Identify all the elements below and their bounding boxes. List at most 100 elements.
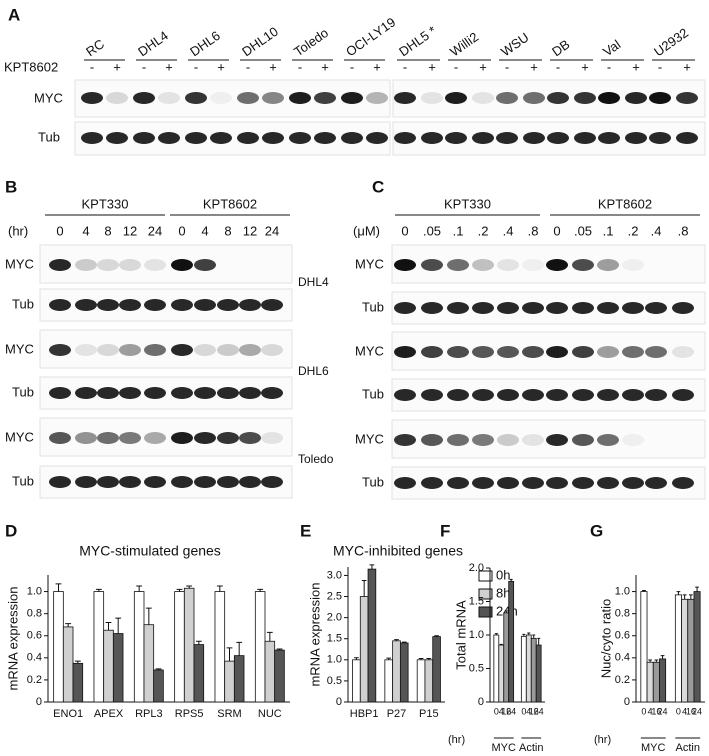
band [185,92,207,104]
sign: - [90,59,94,74]
bar [646,661,654,703]
blot [39,329,293,369]
blot [39,244,293,284]
band [546,389,568,401]
row-label: MYC [355,343,384,358]
y-tick-label: 0.8 [615,608,630,620]
time-label: 12 [123,223,137,238]
band [672,389,694,401]
x-tick-label: 4 [499,706,504,716]
band [144,344,166,356]
y-tick-label: 0.6 [615,630,630,642]
band [97,344,119,356]
band [622,346,644,358]
bar [112,633,124,703]
x-tick-label: 16 [529,706,539,716]
row-label: Tub [12,296,34,311]
band [75,432,97,444]
error-bar [494,633,498,635]
sign: + [165,59,173,74]
panel-label: C [372,177,384,196]
time-label: 8 [224,223,231,238]
bar [520,635,527,703]
band [119,432,141,444]
sign: + [217,59,225,74]
band [625,92,647,104]
bar [254,591,266,703]
sign: + [428,59,436,74]
bar [530,637,537,703]
dose-label: .05 [423,223,441,238]
sign: - [350,59,354,74]
band [97,259,119,271]
band [394,477,416,489]
bar [399,642,409,703]
band [523,92,545,104]
band [262,132,284,144]
y-tick-label: 2.5 [327,590,342,602]
cell-line-label: Willi2 [447,29,481,59]
band [645,346,667,358]
band [622,259,644,271]
bar [233,655,245,703]
error-bar [95,588,102,592]
error-bar [527,632,531,635]
x-tick-label: 4 [682,706,687,716]
sign: + [373,59,381,74]
bar [174,591,185,703]
band [547,92,569,104]
band [497,389,519,401]
y-tick-label: 0 [336,696,342,708]
band [185,132,207,144]
band [447,477,469,489]
bar [384,659,394,703]
row-label: Tub [362,299,384,314]
band [49,387,71,399]
cell-line-label: DHL6 [187,28,223,59]
band [597,389,619,401]
error-bar [145,607,152,625]
error-bar [660,655,665,659]
band [421,259,443,271]
band [49,344,71,356]
y-tick-label: 1.5 [469,595,484,607]
sign: + [632,59,640,74]
band [497,346,519,358]
bar [224,660,235,703]
band [522,346,544,358]
bar [193,644,205,703]
category-label: HBP1 [350,708,379,720]
band [574,92,596,104]
x-tick-label: 4 [526,706,531,716]
y-axis-label: mRNA expression [5,586,20,690]
band [572,434,594,446]
dose-label: .2 [478,223,489,238]
error-bar [434,635,439,637]
error-bar [74,660,81,664]
band [237,132,259,144]
category-label: MYC [492,742,517,754]
time-label: 0 [178,223,185,238]
error-bar [532,634,536,639]
y-tick-label: 1.5 [327,633,342,645]
bar [525,634,532,703]
band [144,259,166,271]
band [645,477,667,489]
band [171,344,193,356]
y-tick-label: 0.5 [469,662,484,674]
cell-line-label: DHL10 [239,24,281,59]
y-tick-label: 1.0 [469,629,484,641]
band [239,476,261,488]
band [447,302,469,314]
band [522,434,544,446]
error-bar [105,621,112,631]
panel-label: B [5,177,17,196]
band [597,302,619,314]
time-label: 24 [265,223,279,238]
band [472,132,494,144]
sign: + [269,59,277,74]
blot [74,79,391,118]
dose-label: 0 [553,223,560,238]
y-tick-label: 0.2 [27,674,42,686]
band [106,92,128,104]
